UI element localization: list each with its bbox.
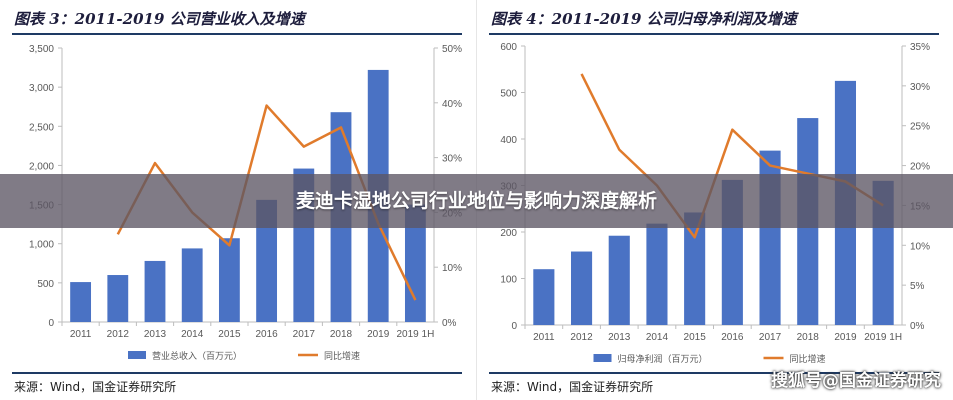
- title-rule: [489, 33, 939, 35]
- bar: [404, 204, 426, 322]
- x-tick-label: 2012: [570, 332, 593, 343]
- legend-label-bar: 营业总收入（百万元）: [152, 350, 242, 361]
- x-tick-label: 2019: [367, 329, 390, 340]
- bar: [218, 238, 240, 322]
- y-right-tick-label: 10%: [442, 263, 462, 274]
- x-tick-label: 2016: [255, 329, 278, 340]
- x-tick-label: 2011: [533, 332, 555, 343]
- y-right-tick-label: 30%: [442, 154, 462, 165]
- x-tick-label: 2013: [608, 332, 631, 343]
- x-tick-label: 2012: [107, 329, 130, 340]
- y-left-tick-label: 3,500: [29, 44, 54, 55]
- bar: [570, 251, 593, 325]
- x-tick-label: 2019 1H: [396, 329, 434, 340]
- x-tick-label: 2016: [721, 332, 744, 343]
- legend-label-line: 同比增速: [790, 353, 826, 364]
- y-left-tick-label: 2,000: [29, 161, 54, 172]
- x-tick-label: 2018: [330, 329, 353, 340]
- revenue-chart: 05001,0001,5002,0002,5003,0003,5000%10%2…: [29, 44, 462, 361]
- y-left-tick-label: 100: [500, 275, 517, 286]
- y-right-tick-label: 40%: [442, 99, 462, 110]
- bar: [533, 269, 555, 325]
- legend-label-bar: 归母净利润（百万元）: [618, 353, 708, 364]
- x-tick-label: 2018: [797, 332, 820, 343]
- y-right-tick-label: 35%: [910, 42, 930, 53]
- chart-source: 来源：Wind，国金证券研究所: [491, 380, 654, 394]
- bar: [144, 260, 166, 322]
- bar: [70, 282, 92, 322]
- title-banner: 麦迪卡湿地公司行业地位与影响力深度解析: [0, 174, 953, 228]
- y-left-tick-label: 500: [37, 279, 54, 290]
- title-rule: [12, 33, 462, 35]
- y-left-tick-label: 200: [500, 228, 517, 239]
- x-tick-label: 2013: [144, 329, 167, 340]
- y-left-tick-label: 1,000: [29, 240, 54, 251]
- x-tick-label: 2017: [293, 329, 316, 340]
- y-left-tick-label: 0: [48, 318, 54, 329]
- y-left-tick-label: 600: [500, 42, 517, 53]
- y-left-tick-label: 400: [500, 135, 517, 146]
- bar: [256, 199, 278, 322]
- y-left-tick-label: 3,000: [29, 83, 54, 94]
- y-right-tick-label: 20%: [910, 162, 930, 173]
- bar: [608, 235, 630, 325]
- source-rule: [12, 372, 462, 374]
- y-right-tick-label: 25%: [910, 122, 930, 133]
- y-left-tick-label: 0: [511, 321, 517, 332]
- x-tick-label: 2014: [646, 332, 669, 343]
- y-right-tick-label: 50%: [442, 44, 462, 55]
- x-tick-label: 2015: [218, 329, 241, 340]
- x-tick-label: 2014: [181, 329, 204, 340]
- source-rule: [489, 372, 939, 374]
- x-tick-label: 2019: [834, 332, 857, 343]
- legend-label-line: 同比增速: [324, 350, 360, 361]
- x-tick-label: 2017: [759, 332, 782, 343]
- x-tick-label: 2019 1H: [864, 332, 902, 343]
- banner-title: 麦迪卡湿地公司行业地位与影响力深度解析: [295, 190, 657, 212]
- legend-swatch-bar: [128, 351, 146, 359]
- x-tick-label: 2015: [684, 332, 707, 343]
- y-right-tick-label: 0%: [910, 321, 925, 332]
- x-tick-label: 2011: [70, 329, 92, 340]
- bar: [684, 212, 706, 325]
- y-right-tick-label: 0%: [442, 318, 457, 329]
- bar: [107, 275, 129, 322]
- watermark-text: 搜狐号@国金证券研究: [771, 371, 941, 391]
- y-right-tick-label: 10%: [910, 241, 930, 252]
- y-left-tick-label: 2,500: [29, 122, 54, 133]
- legend-swatch-bar: [593, 354, 612, 362]
- bar: [646, 223, 668, 325]
- bar: [181, 248, 203, 322]
- chart-title: 图表 3：2011-2019 公司营业收入及增速: [14, 10, 305, 28]
- chart-title: 图表 4：2011-2019 公司归母净利润及增速: [491, 10, 797, 28]
- y-right-tick-label: 30%: [910, 82, 930, 93]
- y-left-tick-label: 500: [500, 89, 517, 100]
- chart-source: 来源：Wind，国金证券研究所: [14, 380, 177, 394]
- y-right-tick-label: 5%: [910, 281, 925, 292]
